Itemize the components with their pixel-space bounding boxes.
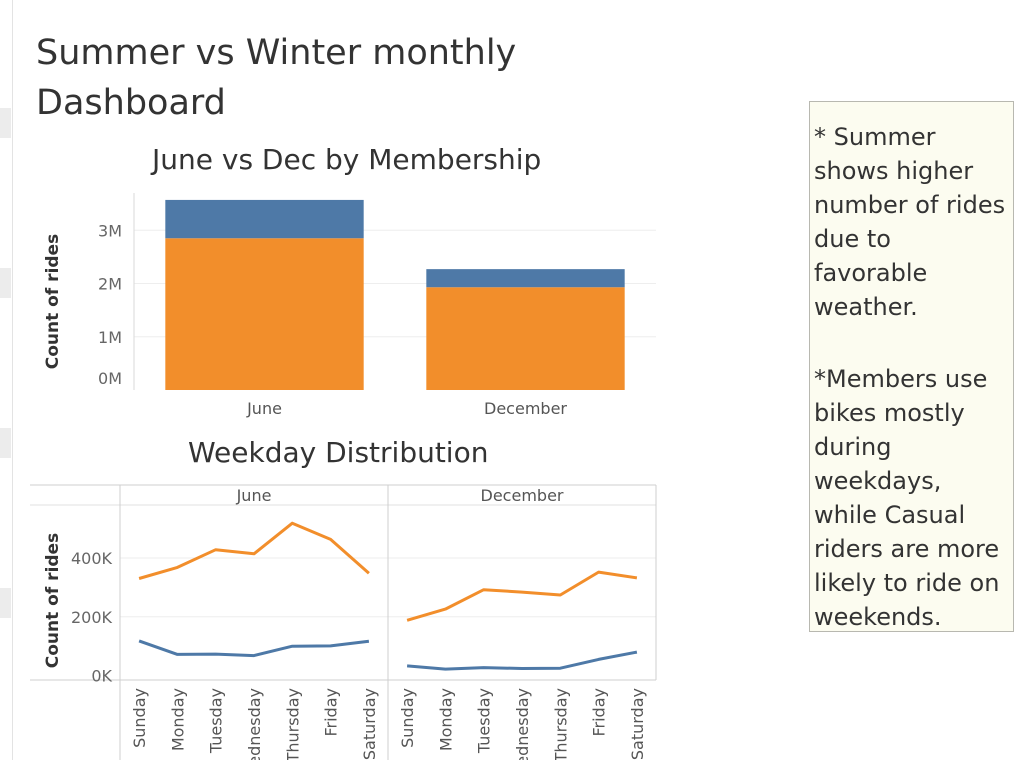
- line-x-tick-label: Sunday: [130, 688, 149, 748]
- strip-tab: [0, 268, 11, 298]
- line-x-tick-label: Monday: [436, 688, 455, 751]
- line-x-tick-label: Saturday: [628, 688, 647, 760]
- line-chart-title: Weekday Distribution: [188, 436, 488, 469]
- line-y-tick-label: 200K: [71, 608, 113, 627]
- strip-tab: [0, 428, 11, 458]
- bar-x-tick-label: June: [246, 399, 282, 418]
- line-y-tick-label: 0K: [91, 667, 112, 686]
- line-y-axis-title: Count of rides: [43, 533, 63, 668]
- line-december-casual: [407, 652, 637, 669]
- insight-point-1: * Summer shows higher number of rides du…: [814, 120, 1007, 324]
- facet-header-label: December: [481, 486, 564, 505]
- bar-chart: 0M 1M 2M 3M Count of rides June December: [30, 185, 670, 425]
- line-x-tick-label: Thursday: [283, 688, 302, 760]
- line-chart: 0K 200K 400K Count of rides June Sunday Monday…: [30, 478, 670, 760]
- bar-y-tick-label: 3M: [98, 221, 122, 240]
- bar-june-casual: [165, 200, 363, 238]
- line-x-tick-label: Friday: [590, 688, 609, 737]
- line-x-tick-label: Friday: [322, 688, 341, 737]
- line-x-tick-label: Tuesday: [475, 688, 494, 754]
- line-x-tick-label: Saturday: [360, 688, 379, 760]
- strip-tab: [0, 588, 11, 618]
- line-december-member: [407, 572, 637, 620]
- bar-y-tick-label: 1M: [98, 328, 122, 347]
- line-x-tick-label: Tuesday: [207, 688, 226, 754]
- line-x-tick-label: ednesday: [513, 688, 532, 760]
- line-x-tick-label: Sunday: [398, 688, 417, 748]
- dashboard-title: Summer vs Winter monthly Dashboard: [36, 28, 556, 128]
- bar-y-tick-label: 0M: [98, 369, 122, 388]
- bar-x-tick-label: December: [484, 399, 567, 418]
- line-june-casual: [139, 641, 369, 656]
- bar-december-member: [426, 287, 624, 390]
- facet-header-label: June: [236, 486, 272, 505]
- strip-tab: [0, 108, 11, 138]
- insight-point-2: *Members use bikes mostly during weekday…: [814, 362, 1007, 634]
- line-x-tick-label: ednesday: [245, 688, 264, 760]
- bar-y-tick-label: 2M: [98, 275, 122, 294]
- bar-y-axis-title: Count of rides: [43, 234, 63, 369]
- insight-note: * Summer shows higher number of rides du…: [809, 101, 1014, 632]
- left-panel-strip: [0, 0, 13, 760]
- bar-december-casual: [426, 269, 624, 287]
- line-x-tick-label: Thursday: [551, 688, 570, 760]
- bar-june-member: [165, 238, 363, 390]
- bar-chart-title: June vs Dec by Membership: [152, 143, 541, 176]
- line-x-tick-label: Monday: [168, 688, 187, 751]
- line-y-tick-label: 400K: [71, 549, 113, 568]
- line-june-member: [139, 523, 369, 578]
